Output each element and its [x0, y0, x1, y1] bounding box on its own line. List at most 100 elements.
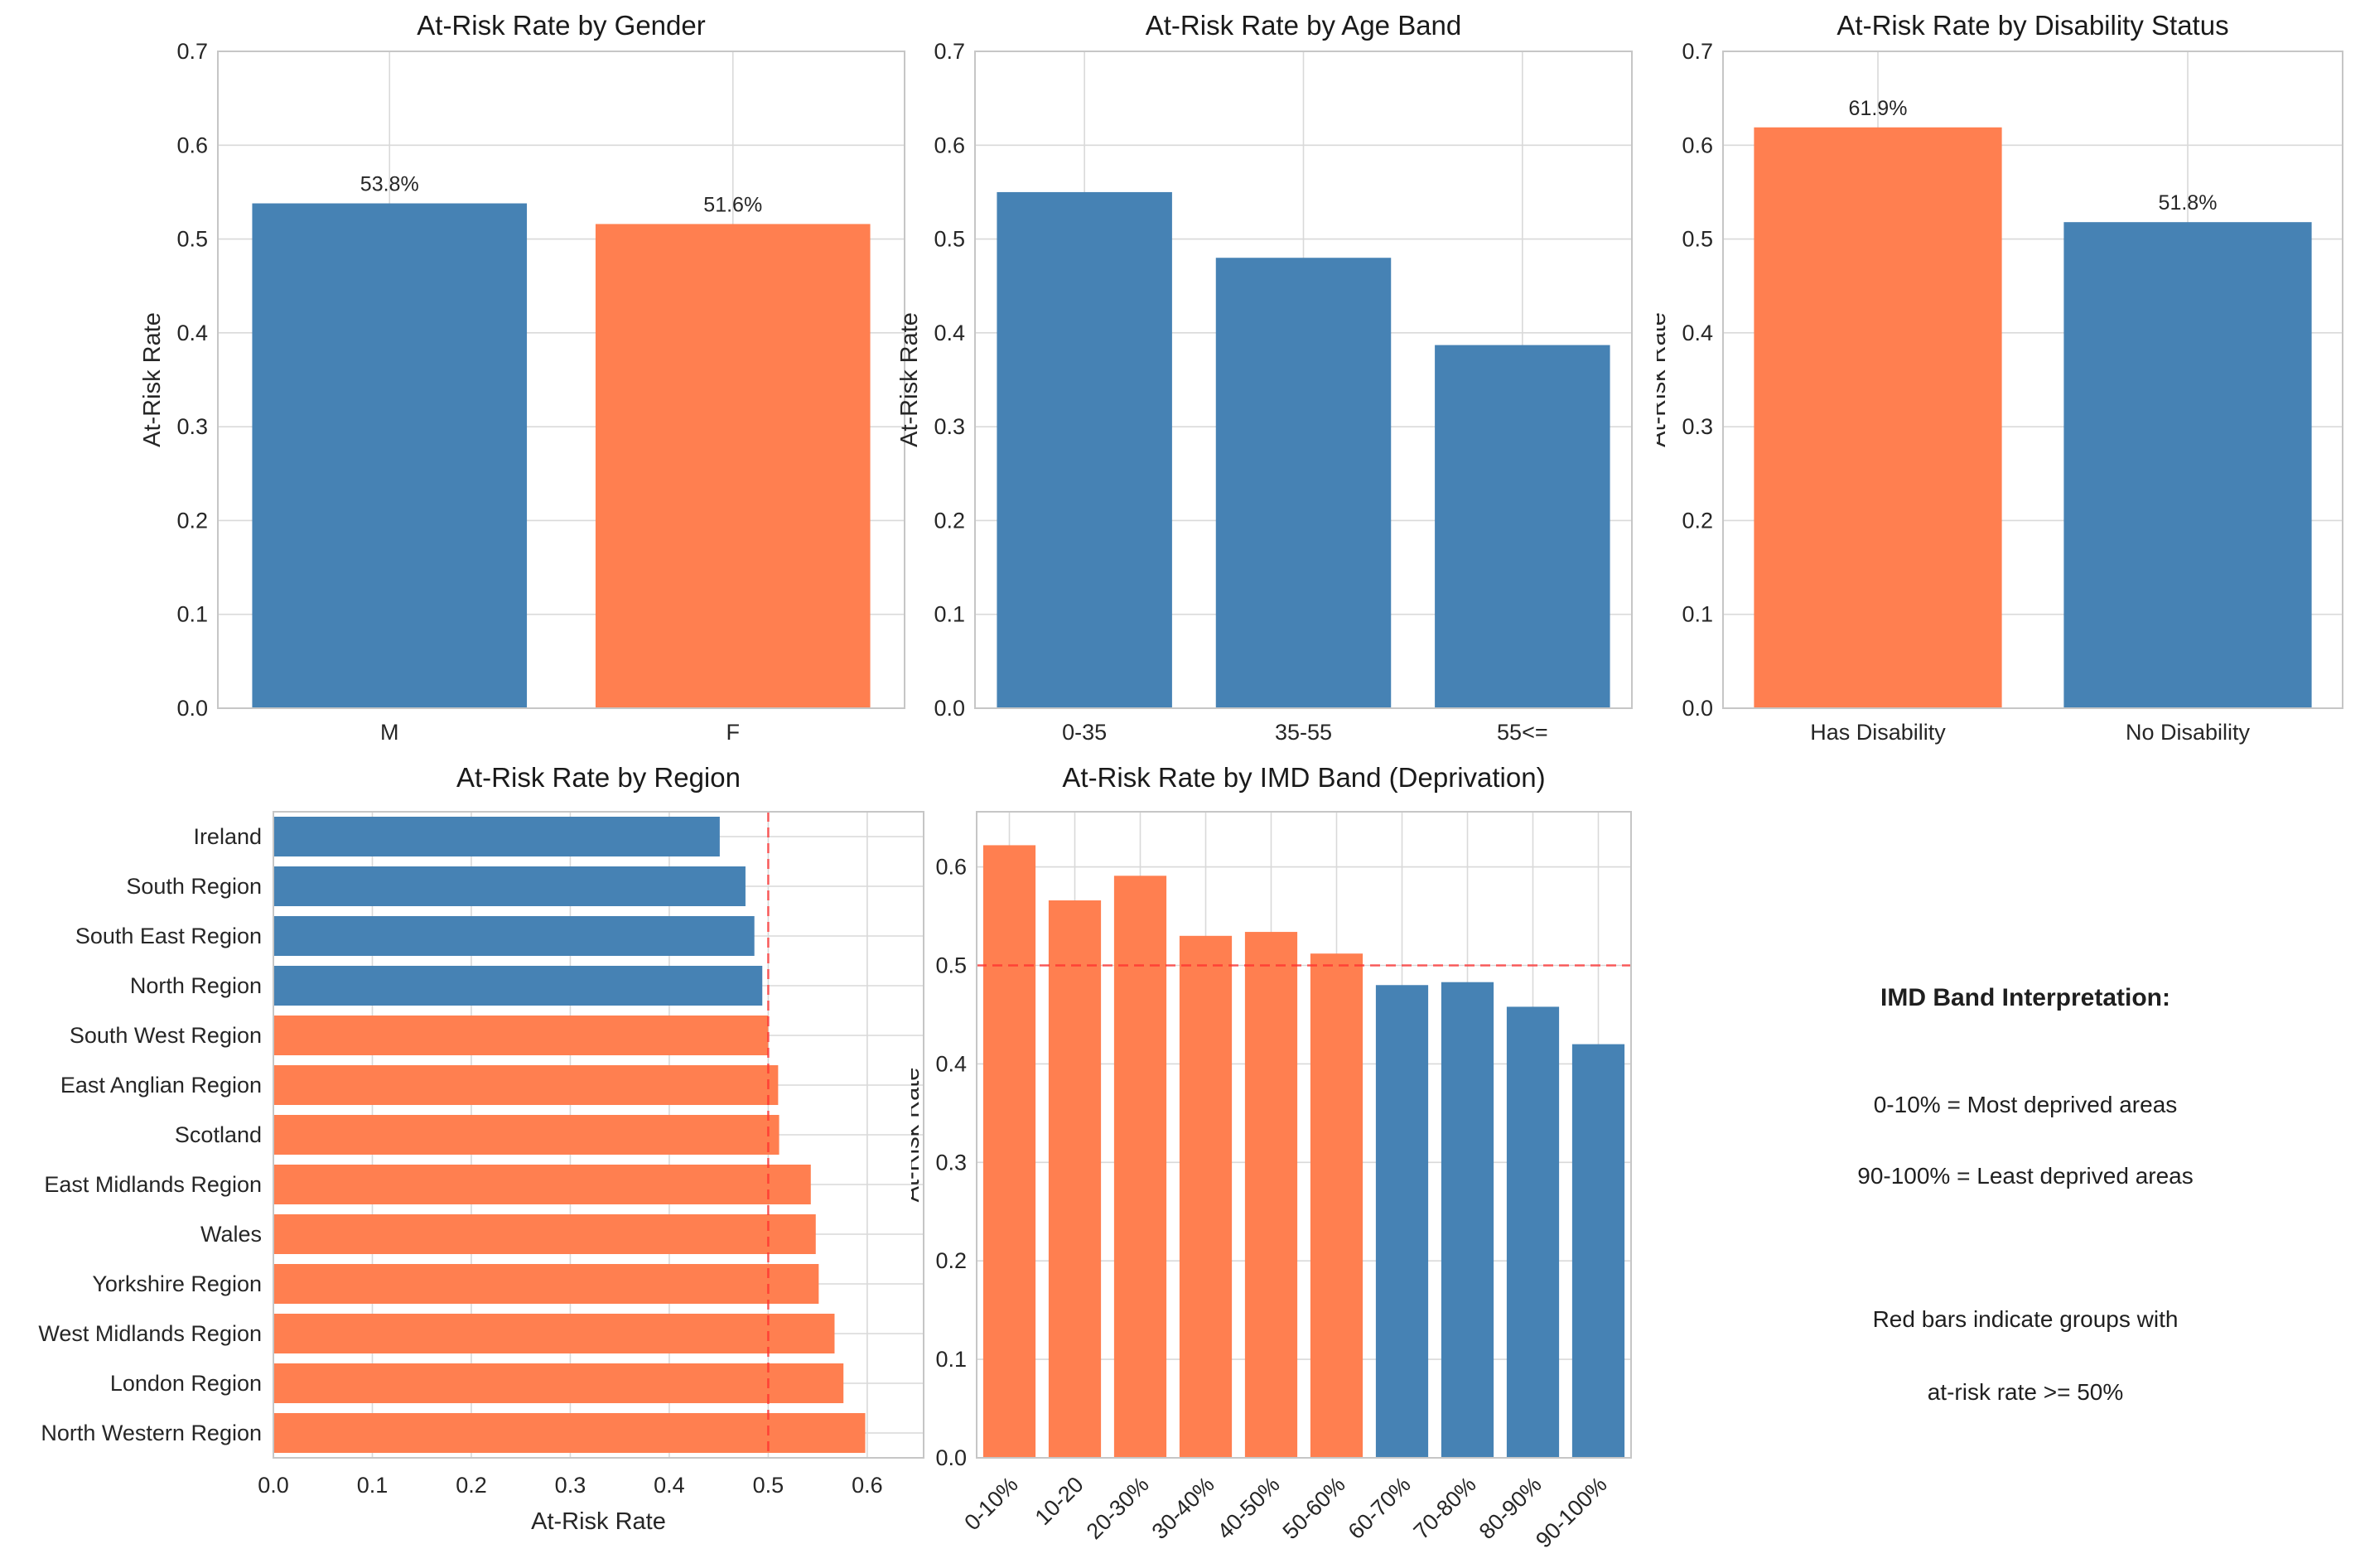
bar-South Region [273, 866, 746, 906]
y-tick-label: 0.0 [935, 1445, 967, 1470]
bars [982, 845, 1625, 1458]
y-tick-label: 0.7 [1682, 39, 1713, 64]
y-tick-label: South Region [126, 874, 262, 899]
bar-East Midlands Region [273, 1165, 811, 1204]
axes-frame [1722, 51, 2343, 709]
y-tick-label: North Region [130, 973, 262, 998]
bar-60-70% [1375, 985, 1429, 1458]
bar-London Region [273, 1363, 844, 1403]
y-tick-label: 0.0 [1682, 696, 1713, 721]
y-tick-label: 0.3 [1682, 414, 1713, 439]
y-tick-label: 0.5 [1682, 227, 1713, 252]
x-tick-label: 20-30% [1082, 1472, 1154, 1544]
x-tick-label: M [380, 720, 399, 745]
x-axis-label: At-Risk Rate [531, 1508, 666, 1535]
axes-frame [974, 51, 1633, 709]
axes-frame [273, 811, 924, 1459]
y-tick-label: 0.4 [1682, 321, 1713, 345]
chart-title: At-Risk Rate by Disability Status [1836, 10, 2228, 41]
bar-30-40% [1179, 935, 1233, 1458]
y-tick-label: 0.3 [934, 414, 965, 439]
bar-F [595, 224, 871, 709]
y-tick-label: 0.1 [934, 602, 965, 627]
y-axis-label: At-Risk Rate [911, 1068, 924, 1203]
chart-title: At-Risk Rate by IMD Band (Deprivation) [1062, 762, 1545, 793]
bars [997, 191, 1610, 708]
bar-10-20 [1048, 900, 1102, 1458]
disability-chart: Has Disability 61.9% No Disability 51.8% 0.0… [1657, 10, 2343, 745]
x-tick-label: 10-20 [1030, 1472, 1088, 1530]
bar-South West Region [273, 1016, 769, 1055]
x-tick-label: F [726, 720, 741, 745]
notes-line-red-bars: Red bars indicate groups with [1872, 1306, 2179, 1332]
y-tick-label: East Midlands Region [44, 1172, 262, 1197]
y-tick-label: London Region [110, 1371, 262, 1396]
y-tick-label: 0.2 [1682, 508, 1713, 533]
x-tick-label: 35-55 [1275, 720, 1332, 745]
bar-value-label: 51.8% [2159, 191, 2218, 215]
axes-frame [217, 51, 905, 709]
gender-chart: M 53.8% F 51.6% 0.0 0.1 0.2 0.3 0.4 0.5 0.6 0.7 At-R… [139, 10, 905, 745]
y-tick-label: Wales [200, 1222, 262, 1247]
y-tick-label: 0.1 [176, 602, 208, 627]
bar-0-10% [982, 845, 1036, 1458]
age-band-chart: 0-35 35-55 55<= 0.0 0.1 0.2 0.3 0.4 0.5 0.6 0.7 At-… [896, 10, 1633, 745]
axes-frame [976, 811, 1632, 1459]
bar-Yorkshire Region [273, 1264, 819, 1304]
x-tick-label: 0.6 [852, 1473, 883, 1498]
y-tick-label: 0.2 [934, 508, 965, 533]
notes-title: IMD Band Interpretation: [1880, 984, 2170, 1011]
y-tick-label: South West Region [70, 1023, 262, 1048]
bar-20-30% [1113, 876, 1167, 1458]
y-axis-label: At-Risk Rate [896, 312, 923, 447]
bar-No Disability [2063, 222, 2312, 708]
x-tick-label: 60-70% [1344, 1472, 1416, 1544]
bar-55<= [1435, 345, 1610, 708]
y-tick-label: 0.3 [935, 1150, 967, 1175]
bar-Ireland [273, 817, 720, 856]
y-tick-label: 0.5 [176, 227, 208, 252]
notes-line-threshold: at-risk rate >= 50% [1927, 1379, 2124, 1405]
x-tick-label: 0.0 [258, 1473, 289, 1498]
y-tick-label: 0.6 [176, 133, 208, 157]
y-tick-label: Scotland [175, 1122, 262, 1147]
x-tick-label: 90-100% [1531, 1472, 1612, 1553]
chart-title: At-Risk Rate by Region [456, 762, 741, 793]
bar-South East Region [273, 916, 755, 956]
y-axis-label: At-Risk Rate [139, 312, 166, 447]
y-tick-label: North Western Region [41, 1421, 262, 1445]
x-tick-label: 30-40% [1147, 1472, 1219, 1544]
bar-North Region [273, 966, 763, 1006]
bar-value-label: 61.9% [1849, 97, 1908, 120]
bar-Wales [273, 1214, 816, 1254]
x-tick-label: Has Disability [1810, 720, 1946, 745]
y-tick-label: 0.2 [176, 508, 208, 533]
y-tick-label: 0.4 [935, 1051, 967, 1076]
notes-line-least-deprived: 90-100% = Least deprived areas [1857, 1163, 2194, 1189]
x-tick-label: 50-60% [1278, 1472, 1350, 1544]
notes-line-most-deprived: 0-10% = Most deprived areas [1873, 1092, 2178, 1117]
bar-value-label: 53.8% [360, 173, 419, 196]
y-tick-label: South East Region [75, 924, 262, 948]
y-tick-label: 0.0 [176, 696, 208, 721]
bar-Has Disability [1754, 127, 2002, 709]
bar-North Western Region [273, 1413, 866, 1453]
x-tick-label: 0-35 [1062, 720, 1107, 745]
y-tick-label: 0.2 [935, 1248, 967, 1273]
bar-value-label: 51.6% [703, 193, 762, 216]
y-tick-label: 0.1 [935, 1347, 967, 1372]
bars [1754, 127, 2312, 709]
y-tick-label: 0.4 [934, 321, 965, 345]
region-chart: Ireland South Region South East Region Nort… [38, 762, 924, 1535]
y-tick-label: West Midlands Region [38, 1321, 262, 1346]
bar-80-90% [1506, 1006, 1560, 1458]
y-axis-label: At-Risk Rate [1657, 312, 1671, 447]
x-tick-label: 0.4 [654, 1473, 685, 1498]
y-tick-label: 0.6 [934, 133, 965, 157]
bars [273, 817, 866, 1453]
bar-90-100% [1571, 1044, 1625, 1458]
bar-35-55 [1215, 258, 1392, 708]
bars [252, 203, 871, 709]
y-tick-label: 0.7 [176, 39, 208, 64]
